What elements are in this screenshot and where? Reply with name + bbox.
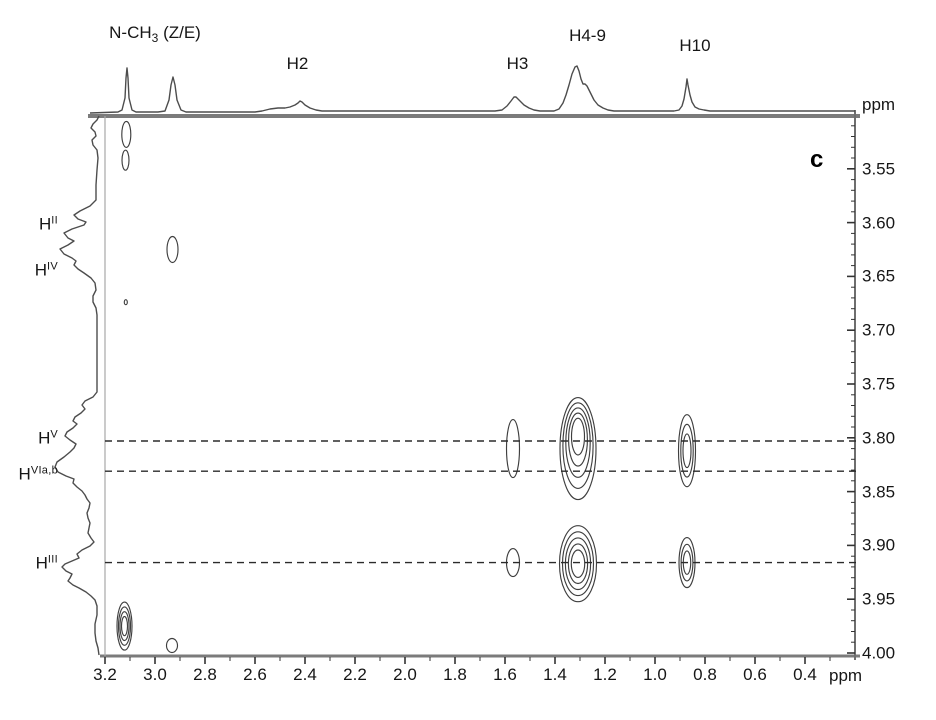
- x-tick-label: 0.4: [793, 665, 817, 684]
- x-tick-label: 1.8: [443, 665, 467, 684]
- top-peak-label-H10: H10: [679, 37, 710, 54]
- x-axis-unit-label: ppm: [829, 666, 863, 685]
- contour-ring: [121, 149, 130, 171]
- label-superscript: II: [51, 214, 58, 227]
- label-text: H: [35, 553, 48, 573]
- left-row-label-VIa,b: HVIa,b: [18, 464, 58, 484]
- y-tick-label: 3.95: [862, 589, 896, 609]
- cross-peak-0: [121, 120, 132, 148]
- x-tick-label: 1.2: [593, 665, 617, 684]
- x-tick-label: 2.0: [393, 665, 417, 684]
- contour-ring: [117, 606, 132, 646]
- x-tick-label: 0.6: [743, 665, 767, 684]
- y-tick-label: 3.55: [862, 159, 896, 179]
- label-text: (Z/E): [158, 23, 201, 42]
- left-row-label-V: HV: [38, 428, 58, 448]
- y-tick-label: 3.80: [862, 428, 896, 448]
- x-tick-label: 3.2: [93, 665, 117, 684]
- y-tick-label: 3.60: [862, 213, 896, 233]
- cross-peak-8: [558, 525, 598, 603]
- x-tick-label: 2.2: [343, 665, 367, 684]
- contour-ring: [121, 120, 132, 148]
- top-1d-trace: [89, 65, 855, 114]
- top-peak-label-N-CH3 (Z/E): N-CH3 (Z/E): [109, 24, 201, 44]
- contour-ring: [166, 235, 179, 264]
- panel-letter: c: [810, 146, 824, 173]
- x-tick-label: 2.6: [243, 665, 267, 684]
- y-tick-label: 3.75: [862, 374, 896, 394]
- contour-ring: [568, 412, 588, 467]
- contour-ring: [165, 637, 179, 654]
- contour-ring: [680, 423, 694, 478]
- label-text: H3: [506, 54, 529, 73]
- x-tick-label: 1.4: [543, 665, 567, 684]
- cross-peak-11: [165, 637, 179, 654]
- cross-peak-6: [677, 414, 697, 488]
- cross-peak-3: [123, 299, 128, 306]
- cross-peak-5: [559, 397, 597, 501]
- x-tick-label: 3.0: [143, 665, 167, 684]
- contour-ring: [561, 531, 595, 597]
- label-text: H: [34, 260, 47, 280]
- label-text: H2: [286, 54, 309, 73]
- contour-ring: [570, 417, 586, 456]
- cross-peak-4: [505, 419, 521, 479]
- x-tick-label: 2.8: [193, 665, 217, 684]
- contour-ring: [505, 419, 521, 479]
- top-peak-label-H4-9: H4-9: [569, 27, 606, 44]
- label-text: H: [38, 428, 51, 448]
- label-superscript: V: [50, 428, 58, 441]
- top-peak-label-H3: H3: [507, 55, 529, 72]
- top-peak-label-H2: H2: [287, 55, 309, 72]
- contour-ring: [567, 543, 589, 585]
- label-subscript: 3: [151, 31, 159, 45]
- y-tick-label: 3.90: [862, 535, 896, 555]
- contour-ring: [559, 397, 597, 501]
- left-row-label-IV: HIV: [34, 260, 58, 280]
- contour-ring: [116, 601, 133, 651]
- label-text: H10: [679, 36, 711, 55]
- contour-ring: [565, 407, 591, 478]
- contour-ring: [570, 549, 586, 578]
- left-row-label-II: HII: [39, 214, 58, 234]
- axis-ticks: [104, 125, 855, 664]
- contour-peaks: [116, 120, 697, 654]
- dashed-row-lines: [105, 440, 860, 564]
- label-text: H: [39, 214, 52, 234]
- label-text: N-CH: [109, 23, 152, 42]
- cross-peak-1: [121, 149, 130, 171]
- contour-ring: [677, 414, 697, 488]
- label-text: H: [18, 464, 31, 484]
- contour-ring: [119, 611, 130, 642]
- contour-ring: [123, 299, 128, 306]
- label-superscript: VIa,b: [30, 464, 58, 477]
- x-tick-label: 0.8: [693, 665, 717, 684]
- contour-ring: [562, 402, 594, 489]
- y-axis-unit-label: ppm: [862, 95, 896, 114]
- left-row-label-III: HIII: [35, 553, 58, 573]
- y-tick-label: 3.70: [862, 320, 896, 340]
- contour-ring: [120, 615, 129, 637]
- y-tick-label: 3.85: [862, 482, 896, 502]
- contour-ring: [558, 525, 598, 603]
- y-tick-label: 3.65: [862, 266, 896, 286]
- contour-ring: [682, 433, 692, 469]
- label-text: H4-9: [569, 26, 606, 45]
- left-1d-trace: [54, 115, 100, 656]
- x-tick-label: 2.4: [293, 665, 317, 684]
- label-superscript: III: [47, 553, 58, 566]
- x-tick-label: 1.0: [643, 665, 667, 684]
- label-superscript: IV: [47, 260, 58, 273]
- x-tick-label: 1.6: [493, 665, 517, 684]
- plot-border: [88, 110, 860, 660]
- cross-peak-2: [166, 235, 179, 264]
- cross-peak-10: [116, 601, 133, 651]
- y-tick-label: 4.00: [862, 643, 896, 663]
- contour-ring: [564, 537, 592, 591]
